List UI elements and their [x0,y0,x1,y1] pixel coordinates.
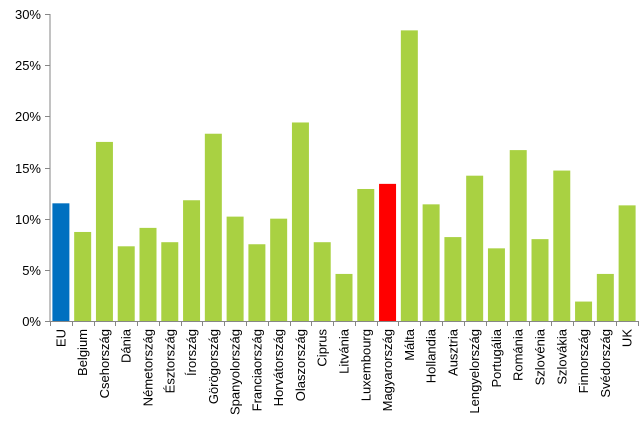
x-tick-label: Málta [402,328,417,361]
bar [379,183,397,321]
x-tick-label: Észtország [162,329,177,393]
x-tick-label: Olaszország [293,329,308,401]
x-tick-label: Lengyelország [467,329,482,414]
x-tick-label: Románia [511,328,526,381]
bar [466,175,484,321]
bar [270,218,288,321]
x-tick-label: Csehország [97,329,112,398]
y-tick-label: 0% [22,314,41,329]
x-tick-label: EU [53,329,68,347]
bar [553,170,571,321]
x-tick-label: Svédország [598,329,613,398]
x-tick-label: Portugália [489,328,504,387]
bar [596,273,614,321]
y-tick-label: 25% [15,58,41,73]
x-tick-label: Horvátország [271,329,286,406]
bar [531,239,549,321]
x-tick-label: Szlovénia [533,328,548,385]
bar [248,244,266,321]
y-tick-label: 10% [15,212,41,227]
bar [74,231,92,321]
bar [422,204,440,321]
bar [117,246,135,321]
x-tick-label: Hollandia [424,328,439,383]
bar [444,237,462,321]
x-tick-label: Magyarország [380,329,395,411]
y-tick-label: 20% [15,109,41,124]
bar [357,188,375,321]
bar [291,122,309,321]
bar [52,203,70,321]
bar [335,273,353,321]
x-tick-label: Ciprus [315,329,330,367]
x-tick-label: Ausztria [445,328,460,376]
bars [52,30,636,322]
x-tick-label: Görögország [206,329,221,404]
y-axis: 0% 5% 10% 15% 20% 25% 30% [15,7,51,329]
bar [400,30,418,322]
x-tick-label: Finnország [576,329,591,393]
bar [575,301,593,321]
x-tick-label: Luxembourg [358,329,373,401]
x-tick-label: Írország [184,329,199,376]
x-tick-label: Belgium [75,329,90,376]
bar [226,216,244,321]
x-tick-label: Németország [141,329,156,406]
x-tick-label: UK [620,329,635,347]
y-tick-label: 5% [22,263,41,278]
bar [139,227,157,321]
bar [313,242,331,321]
bar [183,200,201,321]
bar [95,141,113,321]
bar [161,242,179,321]
x-axis: EU Belgium Csehország Dánia Németország Észto… [50,321,639,415]
bar [618,205,636,321]
x-tick-label: Litvánia [337,328,352,374]
bar [487,248,505,321]
x-tick-label: Dánia [119,328,134,363]
bar [204,133,222,321]
x-tick-label: Franciaország [249,329,264,411]
y-tick-label: 30% [15,7,41,22]
bar [509,150,527,321]
x-tick-label: Szlovákia [554,328,569,384]
x-tick-label: Spanyolország [228,329,243,415]
y-tick-label: 15% [15,161,41,176]
